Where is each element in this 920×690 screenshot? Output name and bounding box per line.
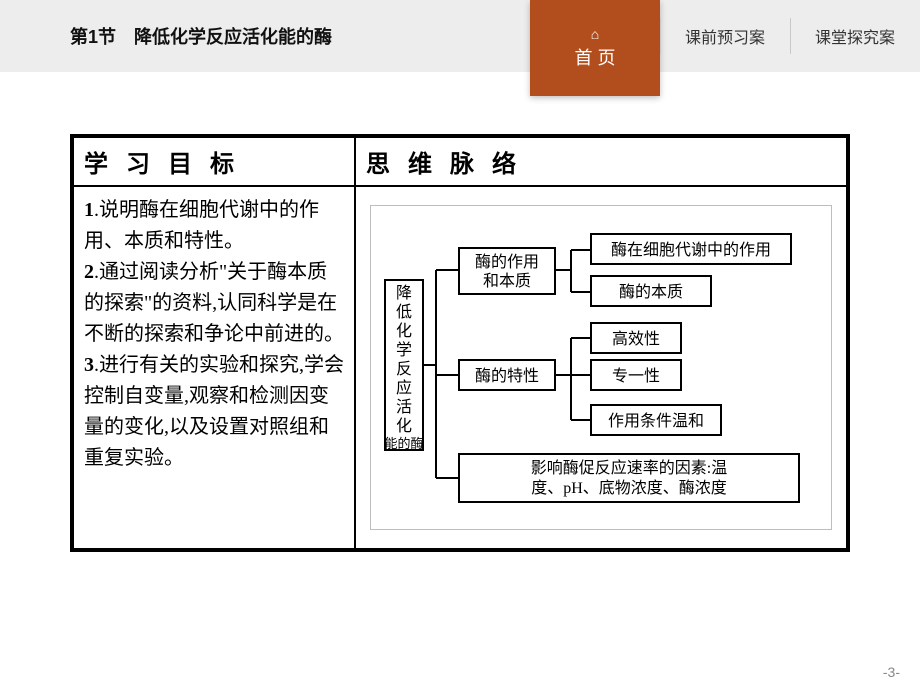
title-text: 第1节 降低化学反应活化能的酶 <box>70 23 332 49</box>
tab-inclass-label: 课堂探究案 <box>815 24 895 48</box>
tab-home-label: 首 页 <box>574 44 615 70</box>
svg-text:高效性: 高效性 <box>612 330 660 348</box>
svg-text:化: 化 <box>396 417 412 435</box>
svg-text:和本质: 和本质 <box>483 272 531 290</box>
header-objectives: 学 习 目 标 <box>72 136 355 186</box>
objective-text: .通过阅读分析"关于酶本质的探索"的资料,认同科学是在不断的探索和争论中前进的。 <box>84 261 344 345</box>
objective-text: .进行有关的实验和探究,学会控制自变量,观察和检测因变量的变化,以及设置对照组和… <box>84 354 344 469</box>
home-icon: ⌂ <box>591 26 599 42</box>
header-mindmap: 思 维 脉 络 <box>355 136 848 186</box>
tab-separator <box>790 18 791 54</box>
top-bar: 第1节 降低化学反应活化能的酶 ⌂ 首 页 课前预习案 课堂探究案 <box>0 0 920 72</box>
objective-item: 1.说明酶在细胞代谢中的作用、本质和特性。 <box>84 195 344 257</box>
objective-num: 2 <box>84 261 94 283</box>
svg-text:化: 化 <box>396 322 412 340</box>
root-char: 降 <box>396 284 412 302</box>
svg-text:影响酶促反应速率的因素:温: 影响酶促反应速率的因素:温 <box>531 458 727 477</box>
diagram-cell: 降 低 化 学 反 应 活 化 能的酶 <box>355 186 848 550</box>
tab-inclass[interactable]: 课堂探究案 <box>790 0 920 72</box>
svg-text:活: 活 <box>396 398 412 416</box>
svg-text:酶在细胞代谢中的作用: 酶在细胞代谢中的作用 <box>611 241 771 259</box>
tab-separator <box>660 18 661 54</box>
svg-text:低: 低 <box>396 303 412 321</box>
svg-text:专一性: 专一性 <box>612 367 660 385</box>
objective-num: 3 <box>84 354 94 376</box>
svg-text:学: 学 <box>396 341 412 359</box>
svg-text:酶的作用: 酶的作用 <box>475 253 539 271</box>
objective-item: 2.通过阅读分析"关于酶本质的探索"的资料,认同科学是在不断的探索和争论中前进的… <box>84 257 344 350</box>
content-area: 学 习 目 标 思 维 脉 络 1.说明酶在细胞代谢中的作用、本质和特性。 2.… <box>0 72 920 552</box>
main-table: 学 习 目 标 思 维 脉 络 1.说明酶在细胞代谢中的作用、本质和特性。 2.… <box>70 134 850 552</box>
tab-home[interactable]: ⌂ 首 页 <box>530 0 660 96</box>
svg-text:酶的特性: 酶的特性 <box>475 367 539 385</box>
section-title: 第1节 降低化学反应活化能的酶 <box>0 0 530 72</box>
svg-text:反: 反 <box>396 360 412 378</box>
objective-text: .说明酶在细胞代谢中的作用、本质和特性。 <box>84 199 319 252</box>
page-number: -3- <box>883 664 900 680</box>
svg-text:应: 应 <box>396 378 412 397</box>
svg-text:酶的本质: 酶的本质 <box>619 283 683 301</box>
objectives-cell: 1.说明酶在细胞代谢中的作用、本质和特性。 2.通过阅读分析"关于酶本质的探索"… <box>72 186 355 550</box>
mindmap-svg: 降 低 化 学 反 应 活 化 能的酶 <box>381 220 821 510</box>
mindmap-diagram: 降 低 化 学 反 应 活 化 能的酶 <box>370 205 832 530</box>
objective-item: 3.进行有关的实验和探究,学会控制自变量,观察和检测因变量的变化,以及设置对照组… <box>84 350 344 474</box>
objective-num: 1 <box>84 199 94 221</box>
svg-text:度、pH、底物浓度、酶浓度: 度、pH、底物浓度、酶浓度 <box>531 479 727 497</box>
tab-preclass-label: 课前预习案 <box>685 24 765 48</box>
svg-text:作用条件温和: 作用条件温和 <box>608 412 704 430</box>
tab-preclass[interactable]: 课前预习案 <box>660 0 790 72</box>
svg-text:能的酶: 能的酶 <box>384 436 423 451</box>
